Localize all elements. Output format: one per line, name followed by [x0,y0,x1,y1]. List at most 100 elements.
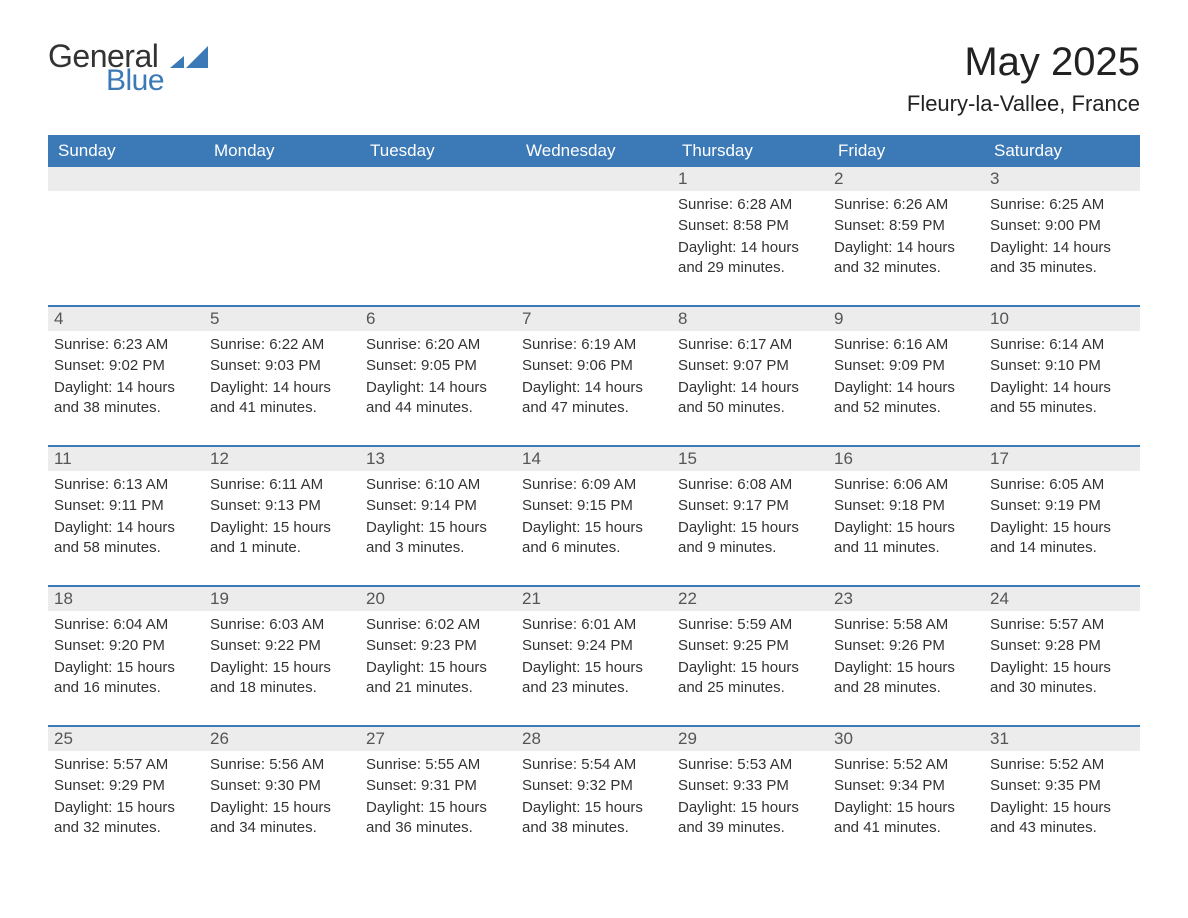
calendar-day: 31Sunrise: 5:52 AMSunset: 9:35 PMDayligh… [984,727,1140,849]
daylight-text: Daylight: 14 hours and 58 minutes. [54,518,198,559]
sunset-text: Sunset: 9:29 PM [54,776,198,796]
weekday-thursday: Thursday [672,135,828,167]
sunrise-text: Sunrise: 5:57 AM [990,615,1134,635]
day-number: 23 [828,587,984,611]
calendar-week: 4Sunrise: 6:23 AMSunset: 9:02 PMDaylight… [48,305,1140,429]
daylight-text: Daylight: 15 hours and 1 minute. [210,518,354,559]
sunrise-text: Sunrise: 6:19 AM [522,335,666,355]
sunrise-text: Sunrise: 5:52 AM [834,755,978,775]
calendar-day: 5Sunrise: 6:22 AMSunset: 9:03 PMDaylight… [204,307,360,429]
day-info: Sunrise: 6:26 AMSunset: 8:59 PMDaylight:… [834,195,978,278]
day-info: Sunrise: 5:55 AMSunset: 9:31 PMDaylight:… [366,755,510,838]
day-info: Sunrise: 6:10 AMSunset: 9:14 PMDaylight:… [366,475,510,558]
sunset-text: Sunset: 9:35 PM [990,776,1134,796]
calendar-day: 23 Sunrise: 5:58 AMSunset: 9:26 PMDayligh… [828,587,984,709]
daylight-text: Daylight: 14 hours and 35 minutes. [990,238,1134,279]
daylight-text: Daylight: 14 hours and 52 minutes. [834,378,978,419]
calendar-day: 9Sunrise: 6:16 AMSunset: 9:09 PMDaylight… [828,307,984,429]
calendar-day: 4Sunrise: 6:23 AMSunset: 9:02 PMDaylight… [48,307,204,429]
daylight-text: Daylight: 15 hours and 25 minutes. [678,658,822,699]
day-number: 29 [672,727,828,751]
day-info: Sunrise: 6:19 AMSunset: 9:06 PMDaylight:… [522,335,666,418]
weekday-friday: Friday [828,135,984,167]
calendar-day: 18Sunrise: 6:04 AMSunset: 9:20 PMDayligh… [48,587,204,709]
sunset-text: Sunset: 9:13 PM [210,496,354,516]
day-number: 2 [828,167,984,191]
sunrise-text: Sunrise: 6:22 AM [210,335,354,355]
sunrise-text: Sunrise: 6:11 AM [210,475,354,495]
day-number: 22 [672,587,828,611]
calendar-day: 19Sunrise: 6:03 AMSunset: 9:22 PMDayligh… [204,587,360,709]
day-info: Sunrise: 5:52 AMSunset: 9:34 PMDaylight:… [834,755,978,838]
day-info: Sunrise: 6:16 AMSunset: 9:09 PMDaylight:… [834,335,978,418]
sunset-text: Sunset: 9:30 PM [210,776,354,796]
day-number: 21 [516,587,672,611]
calendar-day: 27 Sunrise: 5:55 AMSunset: 9:31 PMDayligh… [360,727,516,849]
daylight-text: Daylight: 14 hours and 32 minutes. [834,238,978,279]
daylight-text: Daylight: 14 hours and 44 minutes. [366,378,510,419]
daylight-text: Daylight: 15 hours and 28 minutes. [834,658,978,699]
daylight-text: Daylight: 15 hours and 6 minutes. [522,518,666,559]
calendar-day [516,167,672,289]
day-info: Sunrise: 6:05 AMSunset: 9:19 PMDaylight:… [990,475,1134,558]
daylight-text: Daylight: 15 hours and 14 minutes. [990,518,1134,559]
header: General Blue May 2025 Fleury-la-Vallee, … [48,40,1140,117]
weekday-tuesday: Tuesday [360,135,516,167]
day-info: Sunrise: 6:13 AMSunset: 9:11 PMDaylight:… [54,475,198,558]
daylight-text: Daylight: 15 hours and 38 minutes. [522,798,666,839]
month-title: May 2025 [907,40,1140,85]
day-number: 27 [360,727,516,751]
day-info: Sunrise: 6:20 AMSunset: 9:05 PMDaylight:… [366,335,510,418]
sunrise-text: Sunrise: 6:13 AM [54,475,198,495]
day-number: 20 [360,587,516,611]
sunset-text: Sunset: 9:15 PM [522,496,666,516]
day-number: 8 [672,307,828,331]
sunset-text: Sunset: 9:23 PM [366,636,510,656]
daylight-text: Daylight: 14 hours and 29 minutes. [678,238,822,279]
sunset-text: Sunset: 9:02 PM [54,356,198,376]
calendar-day: 22Sunrise: 5:59 AMSunset: 9:25 PMDayligh… [672,587,828,709]
calendar-day: 26Sunrise: 5:56 AMSunset: 9:30 PMDayligh… [204,727,360,849]
day-number [360,167,516,191]
sunrise-text: Sunrise: 5:53 AM [678,755,822,775]
logo: General Blue [48,40,210,96]
daylight-text: Daylight: 15 hours and 23 minutes. [522,658,666,699]
sunrise-text: Sunrise: 6:01 AM [522,615,666,635]
sunrise-text: Sunrise: 6:06 AM [834,475,978,495]
sunset-text: Sunset: 9:19 PM [990,496,1134,516]
sunrise-text: Sunrise: 5:58 AM [834,615,978,635]
location-label: Fleury-la-Vallee, France [907,91,1140,117]
day-info: Sunrise: 6:04 AMSunset: 9:20 PMDaylight:… [54,615,198,698]
daylight-text: Daylight: 14 hours and 47 minutes. [522,378,666,419]
sunrise-text: Sunrise: 6:04 AM [54,615,198,635]
sunset-text: Sunset: 9:07 PM [678,356,822,376]
calendar-day: 6Sunrise: 6:20 AMSunset: 9:05 PMDaylight… [360,307,516,429]
daylight-text: Daylight: 14 hours and 38 minutes. [54,378,198,419]
day-info: Sunrise: 6:08 AMSunset: 9:17 PMDaylight:… [678,475,822,558]
day-info: Sunrise: 6:01 AMSunset: 9:24 PMDaylight:… [522,615,666,698]
day-number: 31 [984,727,1140,751]
day-info: Sunrise: 5:54 AMSunset: 9:32 PMDaylight:… [522,755,666,838]
sunrise-text: Sunrise: 6:28 AM [678,195,822,215]
sunset-text: Sunset: 9:32 PM [522,776,666,796]
daylight-text: Daylight: 14 hours and 55 minutes. [990,378,1134,419]
daylight-text: Daylight: 15 hours and 11 minutes. [834,518,978,559]
sunrise-text: Sunrise: 5:54 AM [522,755,666,775]
sunset-text: Sunset: 9:11 PM [54,496,198,516]
sunrise-text: Sunrise: 5:56 AM [210,755,354,775]
day-info: Sunrise: 6:22 AMSunset: 9:03 PMDaylight:… [210,335,354,418]
sunrise-text: Sunrise: 6:02 AM [366,615,510,635]
weekday-saturday: Saturday [984,135,1140,167]
calendar-day: 16Sunrise: 6:06 AMSunset: 9:18 PMDayligh… [828,447,984,569]
day-info: Sunrise: 5:58 AMSunset: 9:26 PMDaylight:… [834,615,978,698]
sunrise-text: Sunrise: 6:10 AM [366,475,510,495]
calendar-day: 29Sunrise: 5:53 AMSunset: 9:33 PMDayligh… [672,727,828,849]
daylight-text: Daylight: 15 hours and 21 minutes. [366,658,510,699]
calendar-day [48,167,204,289]
sunrise-text: Sunrise: 5:52 AM [990,755,1134,775]
calendar-day: 15Sunrise: 6:08 AMSunset: 9:17 PMDayligh… [672,447,828,569]
sunrise-text: Sunrise: 5:57 AM [54,755,198,775]
calendar-day: 3Sunrise: 6:25 AMSunset: 9:00 PMDaylight… [984,167,1140,289]
sunset-text: Sunset: 9:26 PM [834,636,978,656]
sunset-text: Sunset: 9:06 PM [522,356,666,376]
